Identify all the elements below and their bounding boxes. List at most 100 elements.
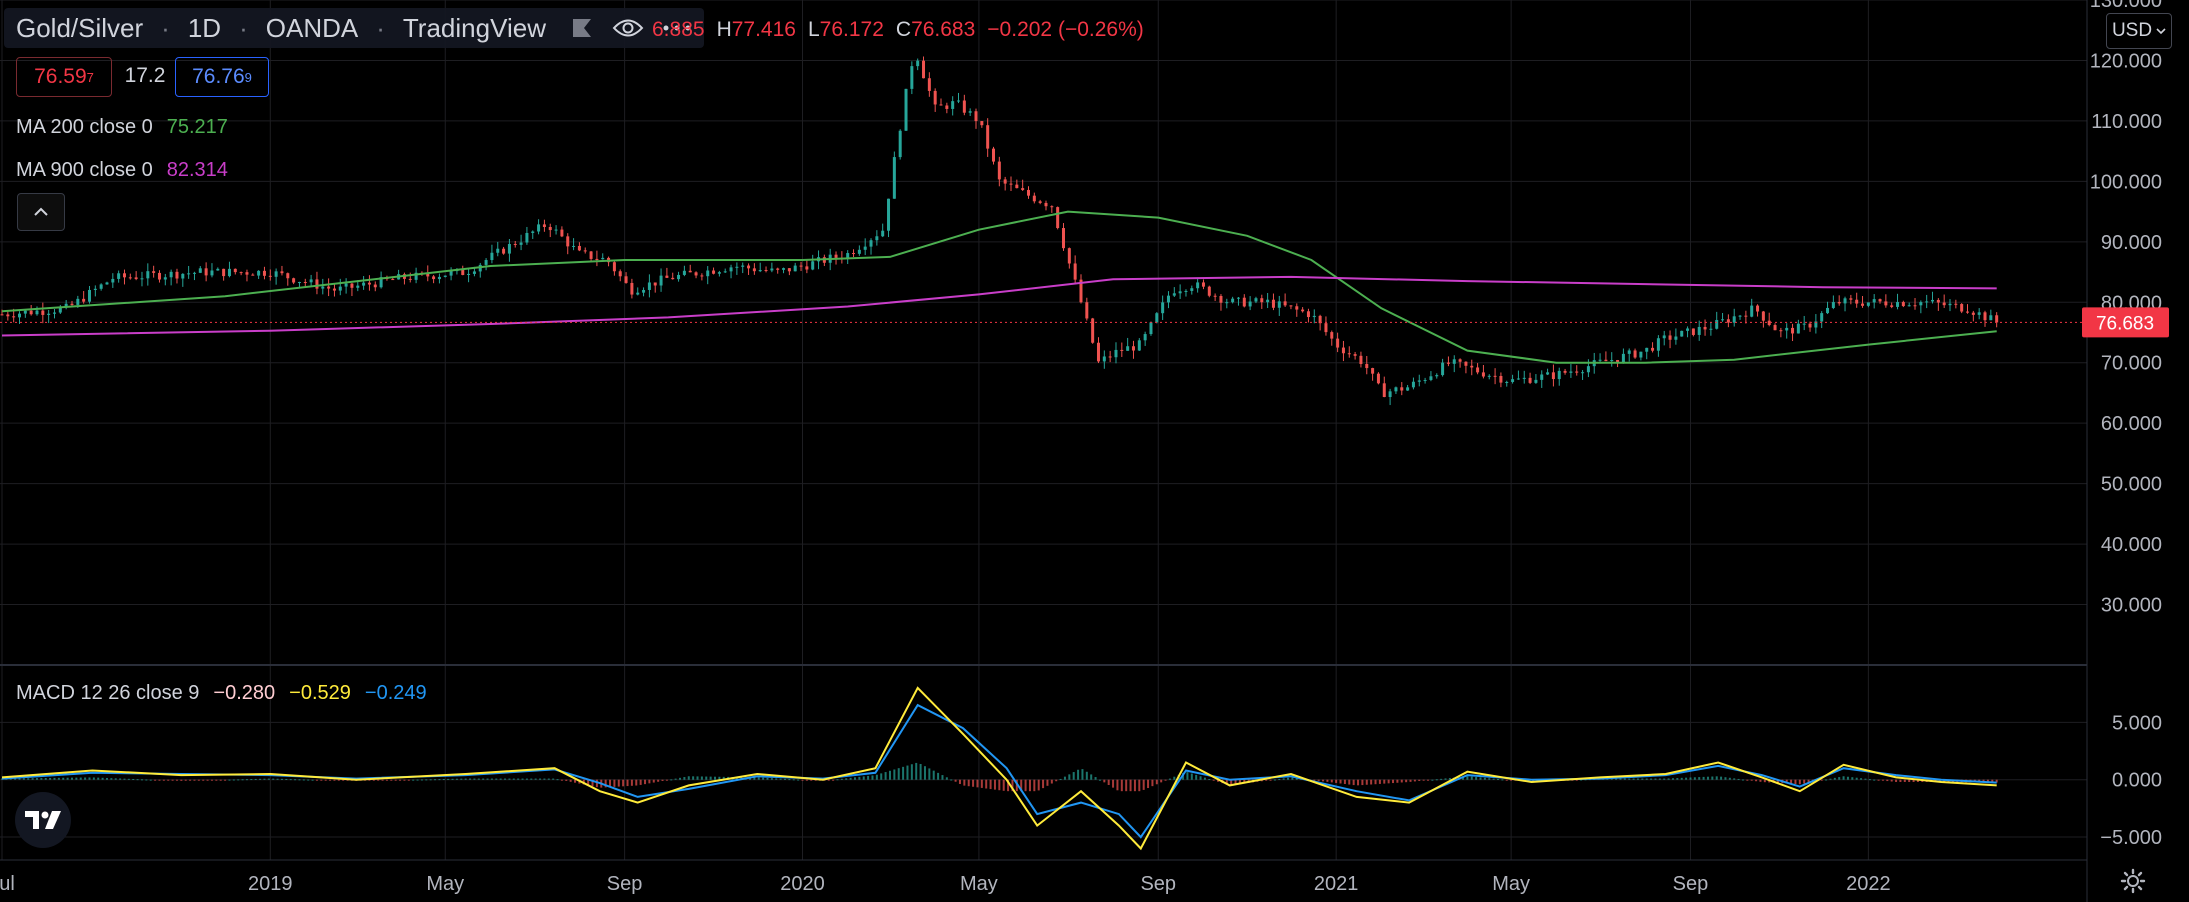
candle-body — [1324, 323, 1328, 333]
candle-body — [76, 298, 80, 305]
macd-histogram-bar — [1212, 779, 1215, 781]
candle-body — [117, 273, 121, 279]
macd-histogram-bar — [1050, 779, 1053, 784]
more-options-icon[interactable] — [662, 23, 692, 33]
last-price-tag: 76.683 — [2082, 307, 2169, 338]
macd-histogram-bar — [394, 779, 397, 781]
macd-histogram-bar — [1724, 777, 1727, 780]
candle-body — [601, 257, 605, 260]
price-tick-label: 110.000 — [2091, 111, 2162, 133]
macd-histogram-bar — [993, 779, 996, 790]
candle-body — [1569, 371, 1573, 373]
candle-body — [1295, 306, 1299, 310]
candle-body — [23, 310, 27, 314]
macd-histogram-bar — [1794, 779, 1797, 785]
macd-legend[interactable]: MACD 12 26 close 9 −0.280 −0.529 −0.249 — [16, 682, 427, 705]
macd-histogram-bar — [1842, 776, 1845, 780]
header-separator: · — [161, 12, 170, 43]
candle-body — [1989, 315, 1993, 321]
macd-histogram-bar — [302, 779, 305, 781]
macd-histogram-bar — [897, 768, 900, 780]
candle-body — [1441, 362, 1445, 376]
candle-body — [17, 313, 21, 318]
macd-histogram-bar — [893, 769, 896, 780]
macd-histogram-bar — [560, 779, 563, 781]
collapse-legend-button[interactable] — [17, 193, 65, 231]
macd-histogram-bar — [521, 778, 524, 780]
macd-histogram-bar — [827, 779, 830, 781]
macd-histogram-bar — [648, 779, 651, 784]
candle-body — [1604, 359, 1608, 362]
candle-body — [1050, 206, 1054, 208]
macd-histogram-bar — [1352, 779, 1355, 786]
sell-price-box[interactable]: 76.59 7 — [16, 57, 112, 97]
macd-histogram-bar — [1886, 779, 1889, 782]
tradingview-logo[interactable] — [15, 792, 71, 848]
interval-label[interactable]: 1D — [187, 12, 222, 43]
candle-body — [344, 283, 348, 287]
macd-histogram-bar — [972, 779, 975, 787]
macd-histogram-bar — [1077, 769, 1080, 780]
candle-body — [875, 236, 879, 241]
time-tick-label: 2021 — [1314, 873, 1359, 895]
candle-body — [782, 268, 786, 270]
macd-histogram-bar — [875, 774, 878, 780]
currency-select[interactable]: USD — [2106, 13, 2172, 49]
candle-body — [1767, 320, 1771, 326]
macd-histogram-bar — [263, 778, 266, 780]
ma200-legend[interactable]: MA 200 close 0 75.217 — [16, 116, 228, 139]
candle-body — [64, 303, 68, 308]
macd-histogram-bar — [1628, 778, 1631, 780]
macd-histogram-bar — [836, 779, 839, 781]
flag-icon[interactable] — [570, 17, 594, 39]
candle-body — [1131, 346, 1135, 351]
candle-body — [700, 275, 704, 277]
eye-icon[interactable] — [612, 17, 644, 39]
candle-body — [1831, 302, 1835, 308]
candle-body — [1773, 325, 1777, 331]
candle-body — [1277, 301, 1281, 308]
macd-histogram-bar — [1479, 777, 1482, 780]
candle-body — [1674, 336, 1678, 340]
candle-body — [432, 276, 436, 280]
candle-body — [1936, 299, 1940, 303]
macd-histogram-bar — [1903, 779, 1906, 782]
candle-body — [1785, 327, 1789, 331]
candle-body — [1697, 326, 1701, 335]
macd-histogram-bar — [1851, 777, 1854, 780]
candle-body — [239, 272, 243, 274]
candle-body — [1003, 179, 1007, 184]
candle-body — [787, 268, 791, 272]
macd-histogram-bar — [84, 777, 87, 780]
candle-body — [1248, 301, 1252, 307]
candle-body — [560, 229, 564, 237]
candle-body — [968, 111, 972, 113]
macd-histogram-bar — [1881, 779, 1884, 781]
macd-histogram-bar — [757, 777, 760, 780]
candle-body — [1645, 347, 1649, 352]
symbol-name[interactable]: Gold/Silver — [16, 12, 144, 43]
candle-body — [198, 268, 202, 273]
macd-histogram-bar — [1330, 779, 1333, 783]
price-tick-label: 50.000 — [2101, 474, 2162, 496]
candle-body — [1464, 361, 1468, 366]
macd-histogram-bar — [455, 778, 458, 780]
macd-histogram-bar — [1339, 779, 1342, 784]
candle-body — [910, 66, 914, 89]
macd-histogram-bar — [1663, 778, 1666, 780]
symbol-header[interactable]: Gold/Silver · 1D · OANDA · TradingView — [4, 8, 704, 48]
macd-histogram-bar — [552, 778, 555, 780]
candle-body — [1546, 372, 1550, 375]
macd-histogram-bar — [1435, 779, 1438, 781]
candle-body — [1032, 195, 1036, 202]
settings-gear-icon[interactable] — [2120, 868, 2146, 899]
candle-body — [1942, 302, 1946, 306]
macd-histogram-bar — [1763, 779, 1766, 783]
buy-price-box[interactable]: 76.76 9 — [175, 57, 269, 97]
candle-body — [799, 265, 803, 267]
macd-histogram-bar — [1015, 779, 1018, 792]
ma900-legend[interactable]: MA 900 close 0 82.314 — [16, 159, 228, 182]
candle-body — [542, 224, 546, 227]
candle-body — [1884, 301, 1888, 306]
